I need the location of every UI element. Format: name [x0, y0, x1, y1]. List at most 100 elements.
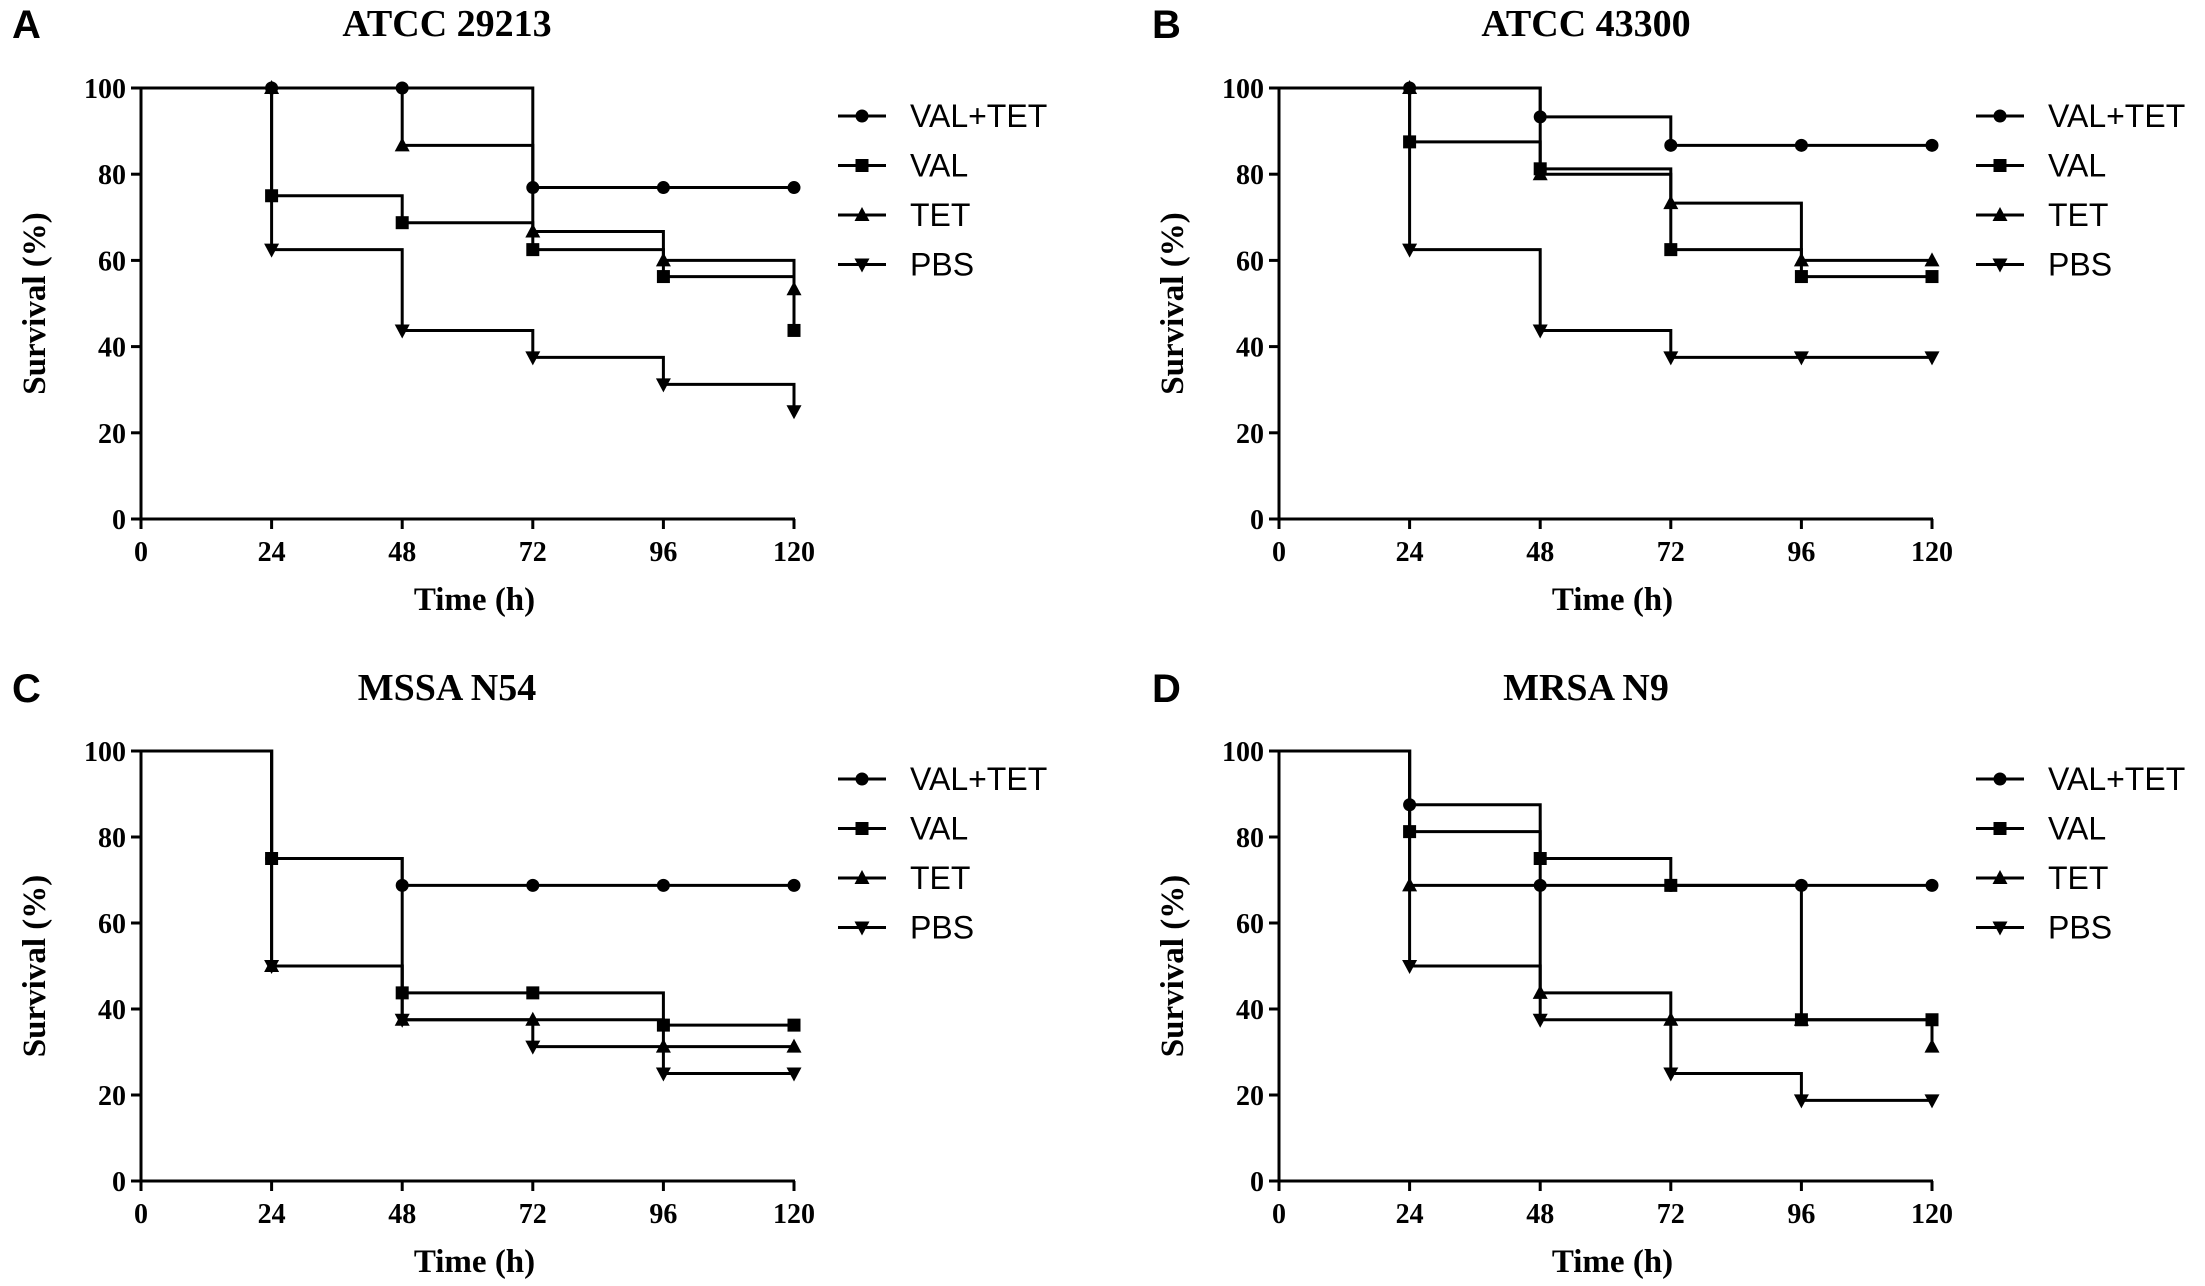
y-tick-label: 0 [112, 505, 126, 536]
y-tick-label: 20 [98, 419, 126, 450]
series-val [141, 86, 801, 337]
series-line [141, 86, 796, 290]
data-point [1532, 324, 1548, 339]
series-line [141, 749, 794, 1049]
series-tet [1279, 80, 1940, 267]
legend-marker [855, 822, 869, 835]
y-tick-label: 100 [84, 74, 126, 105]
data-point [787, 1018, 801, 1032]
series-line [1279, 86, 1932, 262]
x-tick-label: 96 [1787, 1199, 1815, 1230]
legend-label: VAL [910, 148, 968, 184]
y-tick-label: 60 [1236, 246, 1264, 277]
legend-item-val: VAL [838, 811, 968, 847]
series-line [1279, 86, 1932, 147]
y-tick-label: 100 [1222, 737, 1264, 768]
legend-item-val-tet: VAL+TET [1976, 761, 2185, 797]
data-point [1924, 351, 1940, 366]
y-tick-label: 0 [112, 1167, 126, 1198]
x-tick-label: 24 [1396, 1199, 1424, 1230]
data-point [1532, 1013, 1548, 1028]
data-point [1663, 1067, 1679, 1082]
panel-c: C MSSA N54 0 24 48 72 96 120 0 20 40 60 80 100 Time (h… [12, 667, 1047, 1280]
panel-b: B ATCC 43300 0 24 48 72 96 120 0 20 40 60 80 100 Time … [1152, 3, 2185, 618]
legend-label: TET [910, 860, 970, 896]
legend-item-tet: TET [838, 197, 970, 233]
y-tick-label: 40 [98, 995, 126, 1026]
data-point [1663, 351, 1679, 366]
chart-title: MRSA N9 [1503, 667, 1669, 709]
data-point [655, 1067, 671, 1082]
data-point [1925, 878, 1939, 892]
panel-letter: C [12, 667, 41, 711]
legend-marker [854, 207, 870, 221]
legend-label: TET [2048, 197, 2108, 233]
data-point [1402, 960, 1418, 974]
data-point [1533, 852, 1547, 865]
data-point [786, 405, 802, 420]
data-point [394, 137, 410, 152]
series-val-tet [141, 749, 801, 892]
y-tick-label: 80 [1236, 823, 1264, 854]
legend-item-val: VAL [1976, 148, 2106, 184]
data-point [525, 1040, 541, 1055]
series-line [141, 86, 794, 190]
x-tick-label: 72 [1657, 537, 1685, 568]
series-line [141, 86, 796, 331]
x-tick-label: 120 [773, 537, 815, 568]
data-point [656, 181, 670, 195]
legend-item-val-tet: VAL+TET [1976, 98, 2185, 134]
series-pbs [141, 86, 802, 420]
y-tick-label: 80 [1236, 160, 1264, 191]
legend-marker [1992, 258, 2008, 273]
panel-letter: D [1152, 667, 1181, 711]
series-pbs [1279, 86, 1940, 366]
series-line [1279, 749, 1932, 1102]
x-tick-label: 48 [1526, 537, 1554, 568]
y-tick-label: 100 [1222, 74, 1264, 105]
series-val [141, 749, 801, 1032]
y-tick-label: 20 [1236, 1081, 1264, 1112]
legend-marker [1993, 772, 2007, 786]
y-axis-label: Survival (%) [17, 875, 53, 1057]
series-tet [141, 749, 802, 1053]
data-point [1924, 1094, 1940, 1109]
data-point [787, 878, 801, 892]
x-tick-label: 48 [388, 537, 416, 568]
legend-label: PBS [2048, 247, 2112, 283]
y-axis-label: Survival (%) [1155, 212, 1191, 394]
legend-item-pbs: PBS [838, 910, 974, 946]
legend-label: VAL [2048, 811, 2106, 847]
legend-item-tet: TET [1976, 860, 2108, 896]
y-tick-label: 40 [98, 333, 126, 364]
x-tick-label: 72 [519, 1199, 547, 1230]
x-tick-label: 0 [1272, 537, 1286, 568]
series-line [141, 749, 794, 887]
x-axis-label: Time (h) [1552, 1244, 1673, 1280]
legend-marker [855, 159, 869, 172]
panel-letter: B [1152, 3, 1181, 47]
legend-item-pbs: PBS [1976, 910, 2112, 946]
y-axis-label: Survival (%) [1155, 875, 1191, 1057]
x-tick-label: 96 [649, 1199, 677, 1230]
series-line [141, 86, 796, 412]
legend-item-val-tet: VAL+TET [838, 761, 1047, 797]
y-tick-label: 40 [1236, 333, 1264, 364]
data-point [1924, 1038, 1940, 1053]
y-tick-label: 80 [98, 823, 126, 854]
y-tick-label: 60 [98, 246, 126, 277]
legend-marker [1993, 159, 2007, 172]
legend-label: PBS [910, 247, 974, 283]
legend-marker [1993, 822, 2007, 835]
legend-marker [854, 258, 870, 273]
x-tick-label: 72 [519, 537, 547, 568]
y-tick-label: 60 [1236, 909, 1264, 940]
legend-label: VAL+TET [910, 761, 1047, 797]
y-tick-label: 80 [98, 160, 126, 191]
x-tick-label: 48 [388, 1199, 416, 1230]
series-line [1279, 86, 1932, 359]
legend-label: VAL+TET [910, 98, 1047, 134]
y-tick-label: 20 [98, 1081, 126, 1112]
y-tick-label: 40 [1236, 995, 1264, 1026]
